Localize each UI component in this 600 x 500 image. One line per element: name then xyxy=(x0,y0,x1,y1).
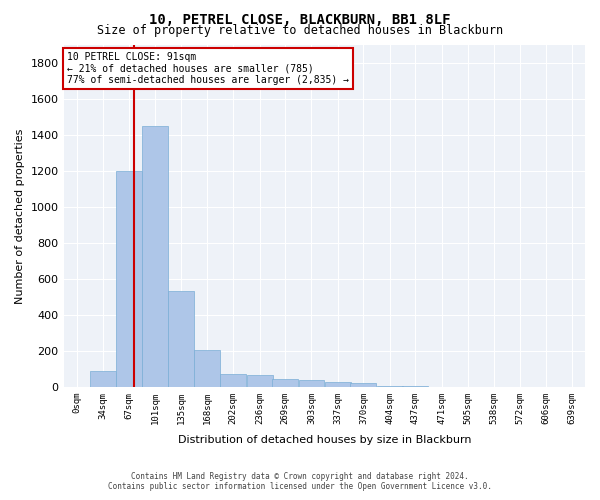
Text: 10, PETREL CLOSE, BLACKBURN, BB1 8LF: 10, PETREL CLOSE, BLACKBURN, BB1 8LF xyxy=(149,12,451,26)
Bar xyxy=(116,171,142,387)
Bar xyxy=(220,374,246,387)
Bar xyxy=(272,378,298,387)
Bar xyxy=(299,380,325,387)
Bar xyxy=(142,126,168,387)
Text: Size of property relative to detached houses in Blackburn: Size of property relative to detached ho… xyxy=(97,24,503,37)
X-axis label: Distribution of detached houses by size in Blackburn: Distribution of detached houses by size … xyxy=(178,435,471,445)
Bar xyxy=(247,375,272,387)
Bar xyxy=(377,386,403,387)
Text: Contains HM Land Registry data © Crown copyright and database right 2024.
Contai: Contains HM Land Registry data © Crown c… xyxy=(108,472,492,491)
Bar xyxy=(194,350,220,387)
Bar xyxy=(350,383,376,387)
Text: 10 PETREL CLOSE: 91sqm
← 21% of detached houses are smaller (785)
77% of semi-de: 10 PETREL CLOSE: 91sqm ← 21% of detached… xyxy=(67,52,349,86)
Bar xyxy=(169,290,194,387)
Y-axis label: Number of detached properties: Number of detached properties xyxy=(15,128,25,304)
Bar xyxy=(325,382,351,387)
Bar xyxy=(90,372,116,387)
